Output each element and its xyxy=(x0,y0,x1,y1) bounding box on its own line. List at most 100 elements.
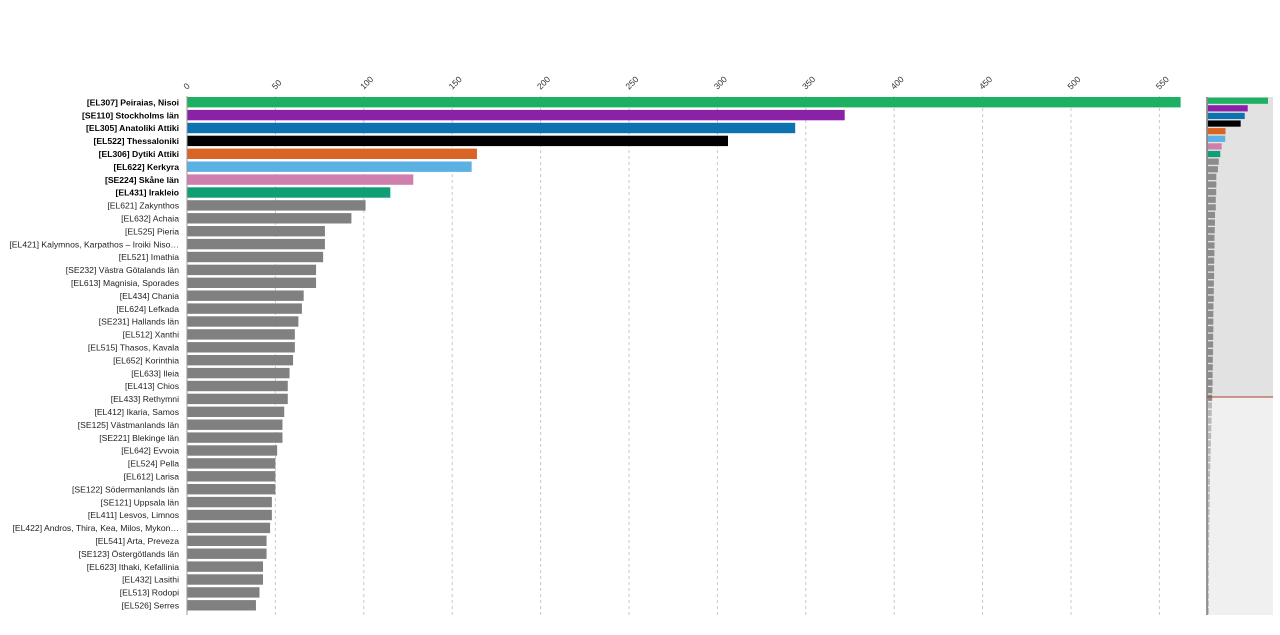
bar-13[interactable] xyxy=(187,251,324,263)
x-tick-label-0: 0 xyxy=(181,81,192,92)
category-label-11: [EL525] Pieria xyxy=(125,226,179,236)
overview-bar-29 xyxy=(1208,310,1214,318)
bar-23[interactable] xyxy=(187,380,288,392)
bar-1[interactable] xyxy=(187,97,1181,108)
overview-bar-56 xyxy=(1208,516,1210,523)
category-label-22: [EL633] Ileia xyxy=(131,368,179,378)
category-label-23: [EL413] Chios xyxy=(125,381,179,391)
overview-bar-52 xyxy=(1208,486,1210,493)
bar-32[interactable] xyxy=(187,496,272,508)
overview-bar-27 xyxy=(1208,295,1214,302)
category-label-33: [EL411] Lesvos, Limnos xyxy=(88,510,179,520)
bar-11[interactable] xyxy=(187,226,325,237)
category-label-15: [EL613] Magnisia, Sporades xyxy=(71,278,179,288)
bar-19[interactable] xyxy=(187,329,295,340)
overview-bar-6 xyxy=(1208,135,1226,142)
bar-18[interactable] xyxy=(187,316,299,327)
overview-bar-5 xyxy=(1208,128,1226,135)
bar-9[interactable] xyxy=(187,200,366,211)
category-label-2: [SE110] Stockholms län xyxy=(82,110,179,120)
bar-38[interactable] xyxy=(187,574,264,585)
bar-24[interactable] xyxy=(187,393,288,405)
x-tick-label-350: 350 xyxy=(800,74,817,91)
bar-22[interactable] xyxy=(187,367,290,379)
x-tick-label-250: 250 xyxy=(623,74,640,91)
overview-minimap[interactable] xyxy=(1206,97,1273,615)
bar-33[interactable] xyxy=(187,509,272,521)
category-label-16: [EL434] Chania xyxy=(120,291,179,301)
bar-26[interactable] xyxy=(187,419,283,430)
bar-39[interactable] xyxy=(187,587,260,598)
overview-bar-16 xyxy=(1208,211,1216,219)
overview-bar-63 xyxy=(1208,569,1209,577)
bar-7[interactable] xyxy=(187,174,414,185)
x-tick-label-200: 200 xyxy=(535,74,552,91)
category-label-5: [EL306] Dytiki Attiki xyxy=(99,149,179,159)
overview-bar-43 xyxy=(1208,417,1212,424)
category-label-29: [EL524] Pella xyxy=(128,459,179,469)
bar-21[interactable] xyxy=(187,355,294,366)
overview-bar-31 xyxy=(1208,326,1214,333)
overview-selection-window[interactable] xyxy=(1207,97,1273,397)
bar-14[interactable] xyxy=(187,264,317,276)
overview-bar-15 xyxy=(1208,204,1216,211)
category-label-13: [EL521] Imathia xyxy=(119,252,179,262)
overview-bar-7 xyxy=(1208,143,1222,150)
overview-bar-53 xyxy=(1208,493,1210,500)
bar-20[interactable] xyxy=(187,342,295,353)
bar-35[interactable] xyxy=(187,535,267,546)
bars[interactable] xyxy=(187,97,1181,611)
category-label-12: [EL421] Kalymnos, Karpathos – Iroiki Nis… xyxy=(9,239,179,249)
bar-30[interactable] xyxy=(187,471,276,482)
bar-6[interactable] xyxy=(187,161,472,172)
overview-bar-49 xyxy=(1208,463,1211,470)
category-label-17: [EL624] Lefkada xyxy=(116,304,179,314)
bar-4[interactable] xyxy=(187,135,729,147)
bar-36[interactable] xyxy=(187,548,267,559)
overview-bar-58 xyxy=(1208,531,1210,539)
category-label-1: [EL307] Peiraias, Nisoi xyxy=(87,97,179,107)
category-label-38: [EL432] Lasithi xyxy=(122,575,179,585)
overview-bar-28 xyxy=(1208,303,1214,310)
category-label-28: [EL642] Evvoia xyxy=(121,446,179,456)
bar-34[interactable] xyxy=(187,522,271,534)
overview-bar-54 xyxy=(1208,501,1210,508)
bar-31[interactable] xyxy=(187,484,276,495)
bar-28[interactable] xyxy=(187,445,278,456)
overview-bar-57 xyxy=(1208,524,1210,531)
overview-bar-35 xyxy=(1208,356,1213,363)
bar-16[interactable] xyxy=(187,290,304,301)
bar-15[interactable] xyxy=(187,277,317,288)
bar-10[interactable] xyxy=(187,213,352,224)
category-label-27: [SE221] Blekinge län xyxy=(99,433,179,443)
overview-bar-8 xyxy=(1208,150,1221,158)
bar-29[interactable] xyxy=(187,458,276,469)
overview-bar-23 xyxy=(1208,265,1215,272)
overview-bar-47 xyxy=(1208,448,1211,455)
category-label-7: [SE224] Skåne län xyxy=(105,175,179,185)
overview-bar-55 xyxy=(1208,508,1210,516)
overview-bar-32 xyxy=(1208,333,1214,340)
x-tick-label-550: 550 xyxy=(1154,74,1171,91)
overview-bar-51 xyxy=(1208,478,1210,485)
x-tick-label-450: 450 xyxy=(977,74,994,91)
category-label-8: [EL431] Irakleio xyxy=(115,188,179,198)
overview-bar-46 xyxy=(1208,440,1211,447)
bar-12[interactable] xyxy=(187,238,325,250)
overview-bar-65 xyxy=(1208,585,1209,592)
bar-37[interactable] xyxy=(187,561,264,572)
bar-8[interactable] xyxy=(187,187,391,198)
bar-27[interactable] xyxy=(187,432,283,443)
bar-3[interactable] xyxy=(187,122,796,134)
bar-40[interactable] xyxy=(187,600,256,611)
overview-bar-41 xyxy=(1208,402,1212,409)
overview-bar-64 xyxy=(1208,577,1209,584)
overview-bar-1 xyxy=(1208,97,1268,104)
bar-17[interactable] xyxy=(187,303,302,314)
bar-25[interactable] xyxy=(187,406,285,417)
bar-5[interactable] xyxy=(187,148,477,159)
bar-2[interactable] xyxy=(187,109,845,121)
category-labels: [EL307] Peiraias, Nisoi [SE110] Stockholm… xyxy=(9,97,179,610)
overview-bars xyxy=(1208,97,1268,615)
